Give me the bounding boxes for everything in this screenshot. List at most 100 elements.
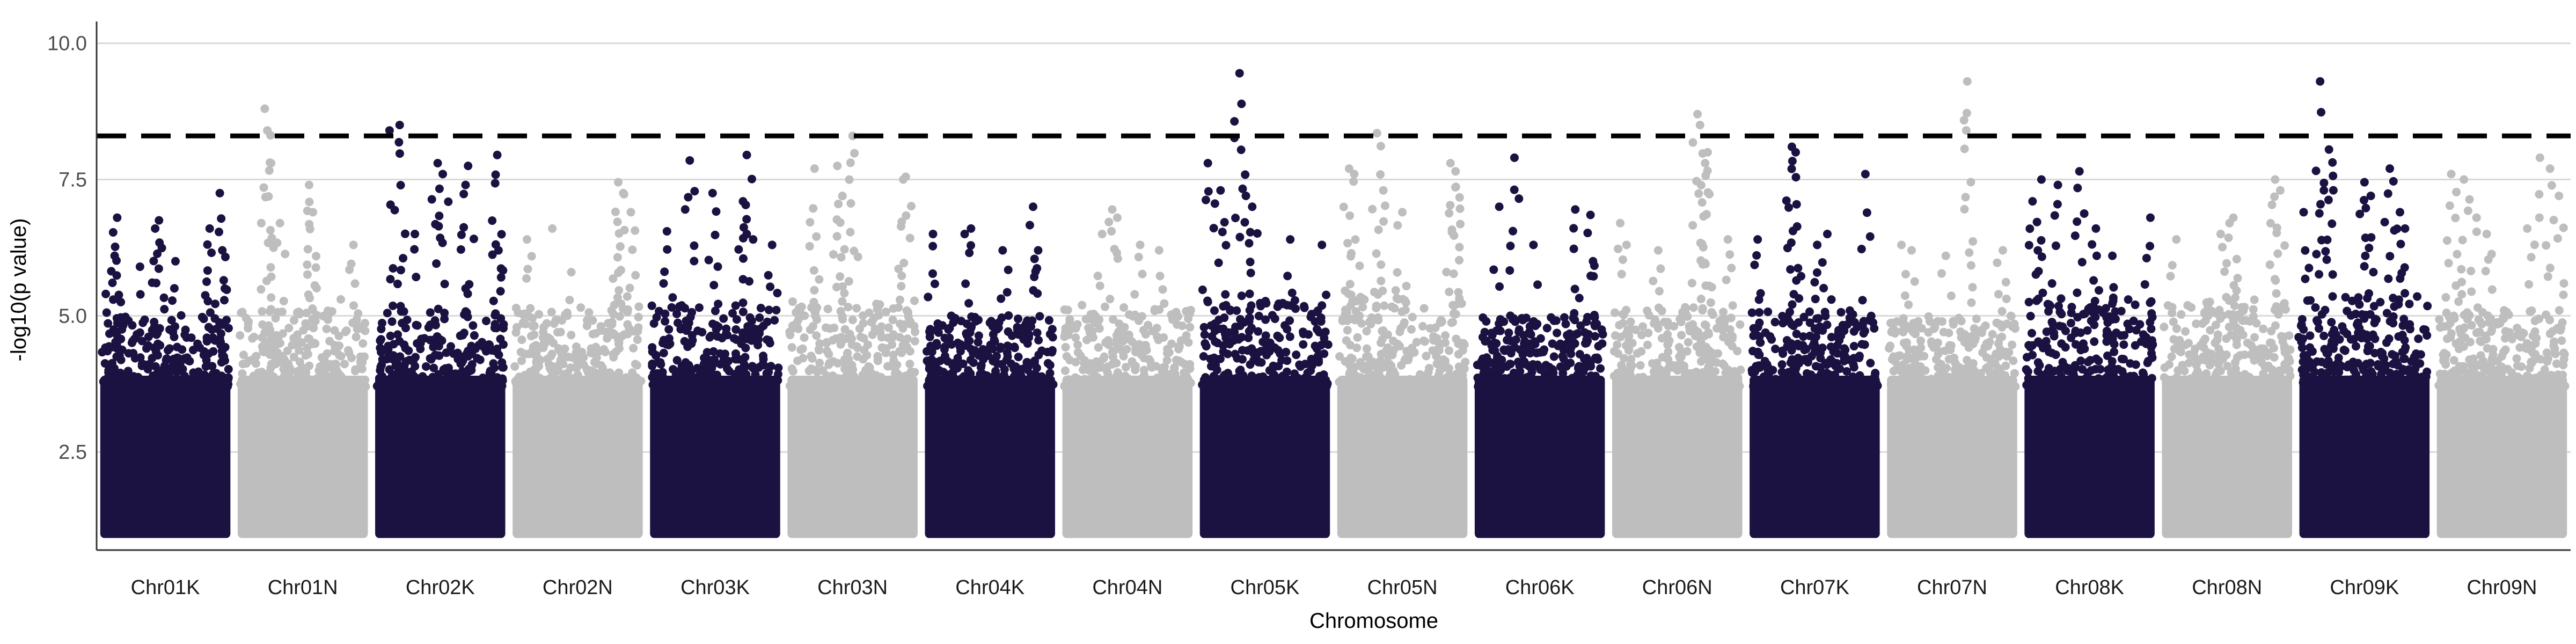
data-point [257,285,266,294]
data-point [352,315,361,324]
data-point [1210,306,1219,315]
data-point [896,319,905,328]
data-point [1859,329,1868,338]
data-point [706,356,715,365]
data-point [1783,313,1792,322]
data-point [576,303,586,312]
point-cluster [100,376,231,538]
data-point [773,370,782,379]
data-point [263,126,272,135]
data-point [1993,319,2002,328]
data-point [431,350,441,360]
data-point [1730,367,1739,376]
data-point [1013,325,1022,334]
data-point [491,170,500,179]
data-point [1029,286,1038,295]
data-point [1235,232,1245,241]
data-point [1358,303,1367,312]
data-point [974,338,983,347]
data-point [805,241,814,251]
data-point [623,305,632,314]
data-point [411,230,420,239]
data-point [1583,312,1592,321]
data-point [1155,272,1165,281]
data-point [848,316,857,325]
data-point [704,255,713,265]
data-point [1917,324,1926,333]
data-point [1418,321,1428,331]
data-point [2177,310,2186,319]
data-point [1348,372,1357,382]
data-point [1855,353,1864,362]
data-point [620,225,629,235]
data-point [171,322,180,331]
data-point [1391,286,1400,295]
data-point [2027,328,2036,338]
data-point [342,326,351,335]
data-point [2266,338,2275,347]
data-point [2048,319,2057,328]
data-point [389,351,398,360]
data-point [967,241,976,250]
data-point [1071,333,1080,342]
data-point [1696,181,1706,190]
data-point [2022,380,2031,390]
data-point [527,252,536,261]
data-point [1379,186,1388,195]
data-point [1949,320,1958,329]
data-point [394,138,404,147]
data-point [764,270,773,280]
data-point [1246,268,1255,277]
data-point [614,338,624,347]
data-point [728,309,737,318]
data-point [1395,341,1404,350]
data-point [1495,282,1504,291]
data-point [579,353,588,362]
data-point [609,353,618,362]
data-point [1935,381,1944,390]
data-point [165,368,174,377]
data-point [253,377,262,386]
series-Chr01N [236,104,370,538]
series-Chr01K [98,188,233,538]
data-point [1911,358,1920,368]
data-point [393,362,402,371]
data-point [435,211,444,221]
data-point [1904,300,1913,309]
data-point [2124,295,2133,304]
data-point [1112,331,1121,340]
data-point [2037,236,2046,245]
data-point [2139,330,2148,339]
data-point [1073,340,1082,349]
data-point [1770,318,1780,327]
data-point [260,104,269,113]
data-point [152,330,161,339]
data-point [948,375,957,384]
data-point [1247,301,1256,310]
data-point [402,377,412,386]
data-point [107,267,116,276]
data-point [1589,257,1598,266]
data-point [1959,115,1968,125]
data-point [421,362,430,371]
data-point [1473,373,1482,382]
data-point [1778,346,1787,355]
data-point [2189,381,2198,390]
data-point [2061,363,2070,372]
data-point [1449,269,1458,279]
data-point [378,372,387,381]
data-point [755,313,764,323]
data-point [1157,364,1166,373]
data-point [2180,341,2190,350]
data-point [749,235,758,244]
data-point [491,346,500,355]
data-point [2160,323,2169,332]
data-point [659,348,668,357]
data-point [1849,363,1858,372]
data-point [1897,240,1906,250]
data-point [889,350,898,360]
data-point [741,353,750,362]
data-point [2192,361,2201,370]
data-point [989,330,998,339]
data-point [2222,259,2231,268]
